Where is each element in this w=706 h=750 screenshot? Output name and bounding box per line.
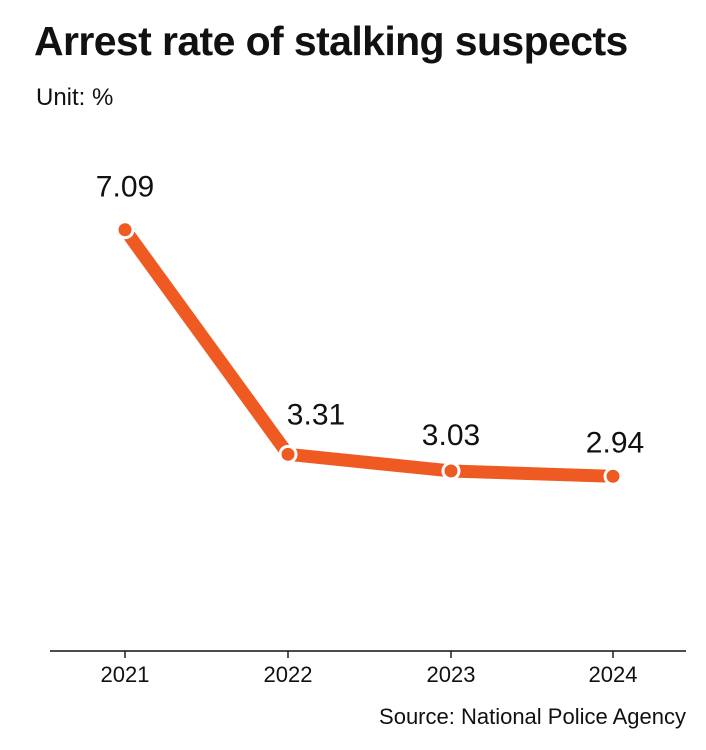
data-point <box>115 220 135 240</box>
x-axis-tick-label: 2023 <box>427 662 476 687</box>
series-layer <box>118 223 620 483</box>
x-axis-ticks <box>124 651 614 658</box>
x-axis-tick-label: 2022 <box>264 662 313 687</box>
data-label: 3.03 <box>422 419 480 452</box>
data-labels: 7.09 3.31 3.03 2.94 <box>96 171 644 460</box>
x-axis-tick-label: 2024 <box>589 662 638 687</box>
data-label: 7.09 <box>96 171 154 204</box>
x-axis-tick-labels: 2021 2022 2023 2024 <box>101 662 638 687</box>
data-point <box>603 466 623 486</box>
data-label: 3.31 <box>287 398 345 431</box>
data-points <box>115 220 623 486</box>
x-axis-tick-label: 2021 <box>101 662 150 687</box>
source-note: Source: National Police Agency <box>379 704 686 729</box>
data-label: 2.94 <box>586 426 644 459</box>
data-point <box>278 444 298 464</box>
series-line <box>118 223 620 483</box>
chart-title: Arrest rate of stalking suspects <box>34 18 628 64</box>
unit-label: Unit: % <box>36 84 114 111</box>
data-point <box>441 461 461 481</box>
